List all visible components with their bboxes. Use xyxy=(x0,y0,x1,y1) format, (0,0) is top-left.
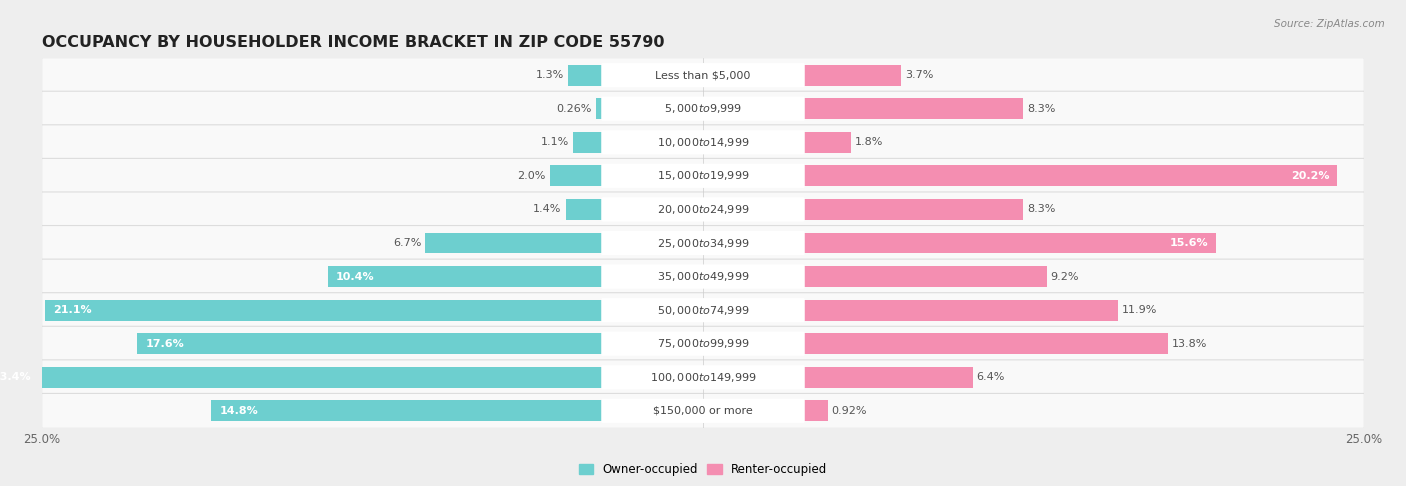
Text: $150,000 or more: $150,000 or more xyxy=(654,406,752,416)
FancyBboxPatch shape xyxy=(42,226,1364,260)
Text: OCCUPANCY BY HOUSEHOLDER INCOME BRACKET IN ZIP CODE 55790: OCCUPANCY BY HOUSEHOLDER INCOME BRACKET … xyxy=(42,35,665,50)
Text: $35,000 to $49,999: $35,000 to $49,999 xyxy=(657,270,749,283)
FancyBboxPatch shape xyxy=(42,360,1364,395)
Text: $50,000 to $74,999: $50,000 to $74,999 xyxy=(657,304,749,317)
Text: $100,000 to $149,999: $100,000 to $149,999 xyxy=(650,371,756,384)
Bar xyxy=(211,400,603,421)
Bar xyxy=(803,266,1046,287)
FancyBboxPatch shape xyxy=(602,365,804,389)
Bar xyxy=(803,400,828,421)
FancyBboxPatch shape xyxy=(602,331,804,356)
Bar xyxy=(803,65,901,86)
FancyBboxPatch shape xyxy=(602,130,804,155)
FancyBboxPatch shape xyxy=(602,399,804,423)
Text: $15,000 to $19,999: $15,000 to $19,999 xyxy=(657,169,749,182)
FancyBboxPatch shape xyxy=(602,97,804,121)
FancyBboxPatch shape xyxy=(42,394,1364,428)
Text: $25,000 to $34,999: $25,000 to $34,999 xyxy=(657,237,749,249)
Bar xyxy=(138,333,603,354)
Bar xyxy=(803,165,1337,186)
Text: 10.4%: 10.4% xyxy=(336,272,374,281)
Text: 15.6%: 15.6% xyxy=(1170,238,1208,248)
Bar xyxy=(803,199,1022,220)
Text: $10,000 to $14,999: $10,000 to $14,999 xyxy=(657,136,749,149)
Bar xyxy=(426,233,603,253)
Text: 1.1%: 1.1% xyxy=(541,137,569,147)
Bar xyxy=(0,367,603,388)
Text: 21.1%: 21.1% xyxy=(53,305,91,315)
Bar xyxy=(803,367,973,388)
FancyBboxPatch shape xyxy=(42,326,1364,361)
FancyBboxPatch shape xyxy=(602,197,804,222)
Text: 1.8%: 1.8% xyxy=(855,137,883,147)
Text: 20.2%: 20.2% xyxy=(1291,171,1330,181)
Bar xyxy=(328,266,603,287)
Bar xyxy=(803,132,851,153)
Text: Source: ZipAtlas.com: Source: ZipAtlas.com xyxy=(1274,19,1385,30)
Bar xyxy=(568,65,603,86)
Bar xyxy=(803,98,1022,119)
Text: $20,000 to $24,999: $20,000 to $24,999 xyxy=(657,203,749,216)
Text: 8.3%: 8.3% xyxy=(1026,104,1054,114)
Text: 1.4%: 1.4% xyxy=(533,205,561,214)
Bar xyxy=(596,98,603,119)
Text: 9.2%: 9.2% xyxy=(1050,272,1078,281)
Text: 17.6%: 17.6% xyxy=(145,339,184,349)
FancyBboxPatch shape xyxy=(602,63,804,87)
FancyBboxPatch shape xyxy=(602,298,804,322)
Text: 23.4%: 23.4% xyxy=(0,372,31,382)
Text: 0.92%: 0.92% xyxy=(832,406,868,416)
FancyBboxPatch shape xyxy=(42,259,1364,294)
FancyBboxPatch shape xyxy=(602,231,804,255)
Text: $5,000 to $9,999: $5,000 to $9,999 xyxy=(664,102,742,115)
FancyBboxPatch shape xyxy=(42,125,1364,160)
Text: 14.8%: 14.8% xyxy=(219,406,259,416)
Text: 2.0%: 2.0% xyxy=(517,171,546,181)
Text: 11.9%: 11.9% xyxy=(1122,305,1157,315)
FancyBboxPatch shape xyxy=(602,164,804,188)
FancyBboxPatch shape xyxy=(42,91,1364,126)
FancyBboxPatch shape xyxy=(42,293,1364,328)
FancyBboxPatch shape xyxy=(602,264,804,289)
Legend: Owner-occupied, Renter-occupied: Owner-occupied, Renter-occupied xyxy=(574,458,832,481)
FancyBboxPatch shape xyxy=(42,158,1364,193)
Bar xyxy=(803,333,1168,354)
Bar xyxy=(45,300,603,321)
Text: 0.26%: 0.26% xyxy=(557,104,592,114)
Bar xyxy=(574,132,603,153)
Text: 8.3%: 8.3% xyxy=(1026,205,1054,214)
Bar xyxy=(550,165,603,186)
Text: 6.7%: 6.7% xyxy=(394,238,422,248)
Text: 6.4%: 6.4% xyxy=(977,372,1005,382)
Text: 1.3%: 1.3% xyxy=(536,70,564,80)
Text: 3.7%: 3.7% xyxy=(905,70,934,80)
Text: $75,000 to $99,999: $75,000 to $99,999 xyxy=(657,337,749,350)
Text: 13.8%: 13.8% xyxy=(1173,339,1208,349)
Bar xyxy=(803,300,1118,321)
Bar xyxy=(803,233,1216,253)
Text: Less than $5,000: Less than $5,000 xyxy=(655,70,751,80)
Bar xyxy=(565,199,603,220)
FancyBboxPatch shape xyxy=(42,192,1364,227)
FancyBboxPatch shape xyxy=(42,58,1364,92)
